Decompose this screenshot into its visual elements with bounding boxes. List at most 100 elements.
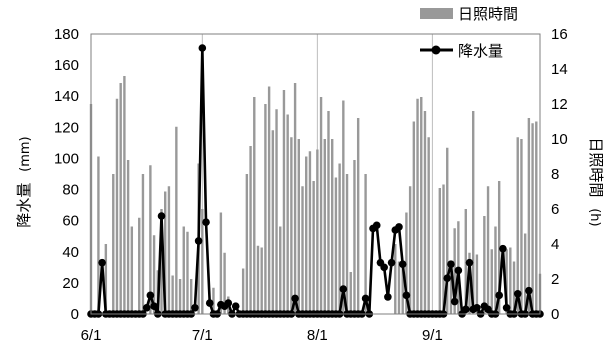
sunshine-bar — [245, 174, 249, 314]
sunshine-bar — [423, 111, 427, 314]
sunshine-bar — [364, 174, 367, 314]
sunshine-bar — [516, 137, 519, 314]
precipitation-point — [461, 305, 470, 314]
sunshine-bar — [178, 279, 182, 314]
sunshine-bar — [275, 109, 278, 314]
precipitation-point — [339, 285, 348, 293]
precipitation-point — [98, 258, 106, 267]
sunshine-bar — [171, 275, 174, 314]
sunshine-bar — [438, 188, 442, 314]
sunshine-bar — [260, 247, 263, 314]
sunshine-bar — [186, 231, 189, 314]
sunshine-bar — [282, 90, 286, 314]
sunshine-bar — [130, 226, 134, 314]
sunshine-bar — [249, 146, 252, 314]
left-tick-label: 100 — [54, 150, 79, 167]
sunshine-bar — [297, 139, 301, 314]
sunshine-bar — [241, 268, 245, 314]
precipitation-point — [473, 303, 481, 312]
sunshine-bar — [319, 97, 323, 314]
precipitation-point — [146, 291, 155, 300]
sunshine-bar — [353, 160, 356, 314]
sunshine-bar — [397, 261, 401, 314]
right-tick-label: 0 — [551, 306, 559, 323]
precipitation-point — [502, 303, 511, 312]
sunshine-bar — [427, 137, 430, 314]
sunshine-bar — [126, 160, 130, 314]
sunshine-bar — [223, 252, 226, 314]
sunshine-bar — [416, 98, 419, 314]
sunshine-bar — [356, 118, 360, 314]
right-tick-label: 2 — [551, 271, 559, 288]
legend: 日照時間 降水量 — [420, 5, 518, 60]
precipitation-point — [387, 258, 396, 267]
precipitation-point — [361, 294, 370, 303]
sunshine-bar — [449, 261, 453, 314]
sunshine-bar — [312, 181, 315, 314]
points-layer — [87, 44, 544, 318]
bars-layer — [89, 76, 542, 314]
sunshine-bar — [305, 156, 308, 314]
sunshine-bar — [279, 226, 282, 314]
sunshine-bar — [264, 104, 267, 314]
sunshine-bar — [164, 191, 167, 314]
sunshine-bar — [527, 118, 531, 314]
sunshine-bar — [349, 272, 352, 314]
right-tick-label: 4 — [551, 236, 559, 253]
left-axis-title-unit: (mm) — [18, 136, 33, 171]
sunshine-bar — [301, 186, 304, 314]
sunshine-bar — [219, 212, 223, 314]
sunshine-bar — [323, 139, 326, 314]
sunshine-bar — [408, 186, 412, 314]
ticks-layer: 0 20 40 60 80 100 120 140 160 180 0 2 4 6 8 10 12 14 16 6/1… — [54, 26, 568, 344]
precipitation-point — [157, 212, 166, 220]
precipitation-point — [398, 260, 407, 269]
sunshine-bar — [189, 279, 193, 314]
sunshine-bar — [97, 156, 100, 314]
sunshine-bar — [464, 209, 467, 314]
right-axis-title-text: 日照時間 — [587, 137, 605, 197]
sunshine-bar — [483, 216, 486, 314]
sunshine-bar — [490, 249, 493, 314]
sunshine-bar — [293, 83, 297, 314]
sunshine-bar — [167, 186, 171, 314]
sunshine-bar — [345, 174, 349, 314]
precipitation-point — [224, 299, 233, 307]
left-tick-label: 60 — [62, 213, 79, 230]
right-axis-title: 日照時間 (h) — [587, 137, 605, 226]
sunshine-bar — [308, 151, 312, 314]
sunshine-bar — [394, 244, 397, 314]
precipitation-point — [513, 289, 522, 298]
sunshine-bar — [115, 98, 119, 314]
sunshine-bar — [420, 97, 423, 314]
precipitation-point — [372, 221, 381, 230]
sunshine-bar — [271, 130, 275, 314]
sunshine-bar — [212, 287, 215, 314]
precipitation-point — [384, 293, 392, 301]
sunshine-bar — [256, 245, 260, 314]
precipitation-point — [202, 218, 210, 227]
left-tick-label: 180 — [54, 26, 79, 43]
sunshine-bar — [104, 244, 108, 314]
sunshine-bar — [531, 123, 534, 314]
sunshine-bar — [141, 174, 145, 314]
sunshine-bar — [505, 249, 508, 314]
plot-frame — [90, 33, 541, 315]
precipitation-point — [231, 302, 240, 311]
sunshine-bar — [334, 177, 338, 314]
sunshine-bar — [201, 209, 204, 314]
precipitation-point — [465, 258, 474, 267]
sunshine-bar — [468, 252, 471, 314]
axes-layer — [90, 33, 541, 315]
legend-bar-label: 日照時間 — [458, 5, 518, 23]
sunshine-bar — [509, 247, 512, 314]
sunshine-bar — [342, 100, 345, 314]
sunshine-bar — [138, 217, 141, 314]
sunshine-bar — [486, 186, 490, 314]
sunshine-bar — [523, 233, 527, 314]
sunshine-bar — [316, 149, 319, 314]
legend-line-marker — [431, 45, 441, 55]
precipitation-point — [191, 303, 199, 312]
